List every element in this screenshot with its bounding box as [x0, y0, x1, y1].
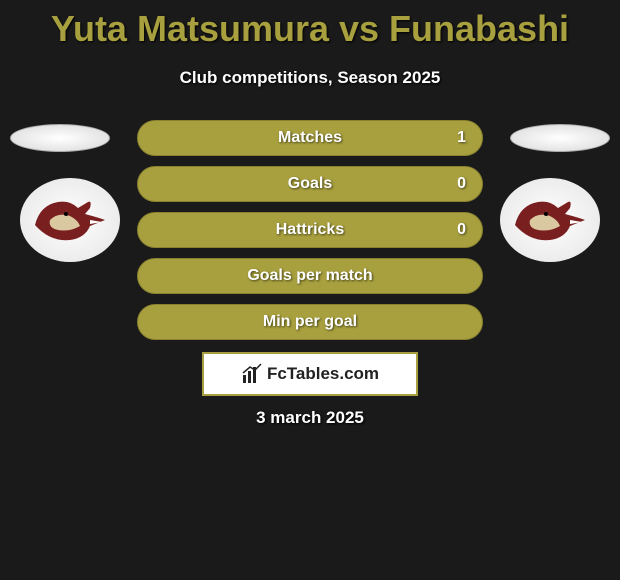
stat-label: Matches — [278, 129, 342, 147]
chart-icon — [241, 363, 263, 385]
date-label: 3 march 2025 — [0, 408, 620, 428]
stat-value: 0 — [457, 221, 466, 239]
brand-label: FcTables.com — [267, 364, 379, 384]
subtitle: Club competitions, Season 2025 — [0, 68, 620, 88]
player-photo-placeholder-right — [510, 124, 610, 152]
stat-bar-hattricks: Hattricks 0 — [137, 212, 483, 248]
stat-label: Min per goal — [263, 313, 357, 331]
stat-value: 1 — [457, 129, 466, 147]
brand-box: FcTables.com — [202, 352, 418, 396]
coyote-icon — [510, 190, 590, 250]
stat-bar-min-per-goal: Min per goal — [137, 304, 483, 340]
page-title: Yuta Matsumura vs Funabashi — [0, 0, 620, 50]
stat-bar-matches: Matches 1 — [137, 120, 483, 156]
stats-bars: Matches 1 Goals 0 Hattricks 0 Goals per … — [137, 120, 483, 350]
stat-bar-goals: Goals 0 — [137, 166, 483, 202]
player-photo-placeholder-left — [10, 124, 110, 152]
team-logo-right — [500, 178, 600, 262]
stat-label: Goals — [288, 175, 332, 193]
stat-label: Goals per match — [247, 267, 372, 285]
stat-label: Hattricks — [276, 221, 344, 239]
team-logo-left — [20, 178, 120, 262]
stat-bar-goals-per-match: Goals per match — [137, 258, 483, 294]
coyote-icon — [30, 190, 110, 250]
stat-value: 0 — [457, 175, 466, 193]
